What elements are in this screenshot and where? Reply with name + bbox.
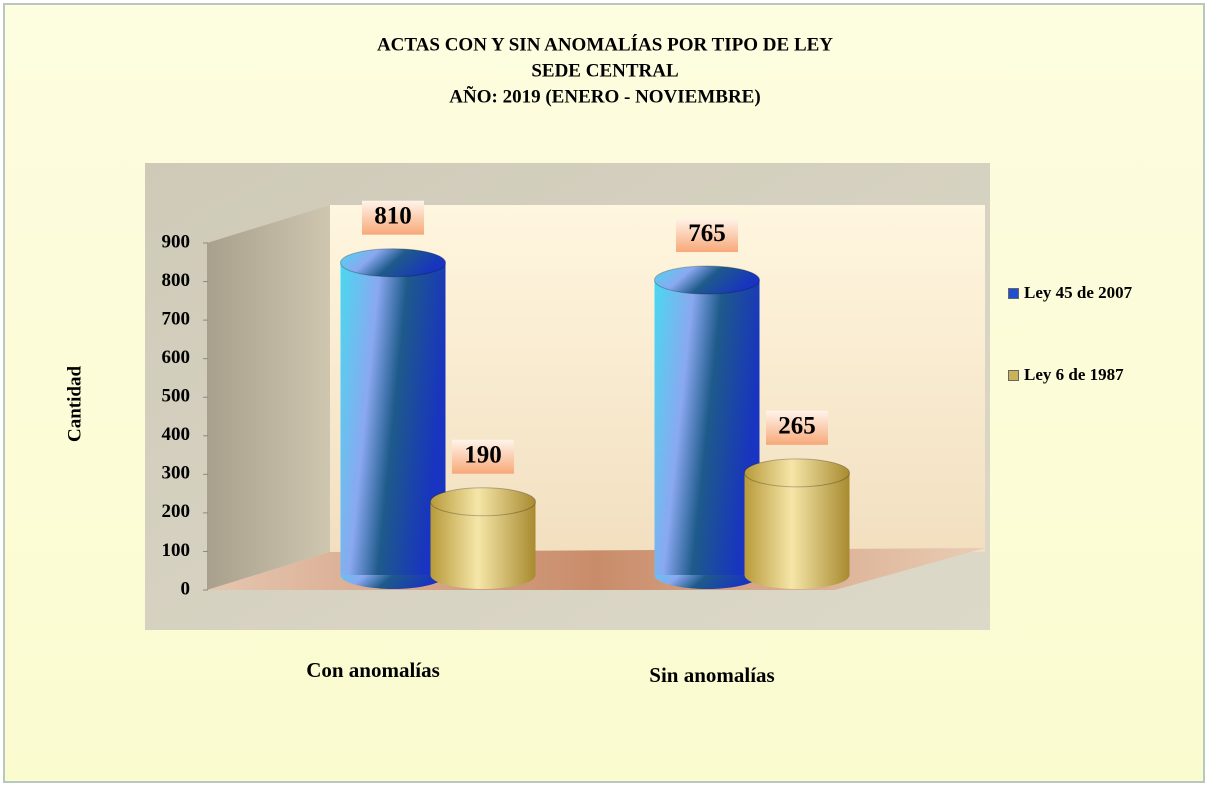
bar (340, 262, 446, 575)
y-tick-label: 100 (162, 540, 191, 561)
y-tick-label: 200 (162, 501, 191, 522)
y-tick-label: 400 (162, 424, 191, 445)
legend-label: Ley 6 de 1987 (1024, 365, 1124, 384)
y-tick-label: 800 (162, 270, 191, 291)
y-tick-label: 500 (162, 386, 191, 407)
value-label: 190 (464, 441, 502, 468)
bar (654, 280, 760, 575)
y-tick-label: 600 (162, 347, 191, 368)
y-tick-label: 700 (162, 308, 191, 329)
value-label: 810 (374, 202, 412, 229)
value-label-box (676, 218, 738, 253)
bar-top (430, 487, 536, 517)
side-wall (207, 205, 330, 590)
x-tick-label: Con anomalías (306, 658, 440, 682)
chart-title: ACTAS CON Y SIN ANOMALÍAS POR TIPO DE LE… (377, 33, 833, 55)
legend-label: Ley 45 de 2007 (1024, 283, 1133, 302)
value-label-box (766, 410, 828, 445)
legend-swatch (1008, 288, 1019, 299)
y-axis-label: Cantidad (64, 366, 85, 442)
value-label: 265 (778, 413, 816, 440)
value-label: 765 (688, 220, 726, 247)
y-tick-label: 300 (162, 463, 191, 484)
bar (744, 472, 850, 575)
x-tick-label: Sin anomalías (649, 663, 774, 687)
legend-item: Ley 45 de 2007 (1008, 283, 1138, 303)
legend: Ley 45 de 2007 Ley 6 de 1987 (1008, 283, 1138, 385)
legend-item: Ley 6 de 1987 (1008, 365, 1138, 385)
y-tick-label: 900 (162, 231, 191, 252)
bar-top (654, 265, 760, 295)
legend-swatch (1008, 370, 1019, 381)
y-tick-label: 0 (181, 578, 191, 599)
chart-subtitle: SEDE CENTRAL (531, 60, 678, 81)
bar-top (744, 458, 850, 488)
value-label-box (362, 200, 424, 235)
value-label-box (452, 439, 514, 474)
bar-top (340, 248, 446, 278)
chart-period: AÑO: 2019 (ENERO - NOVIEMBRE) (449, 85, 760, 107)
